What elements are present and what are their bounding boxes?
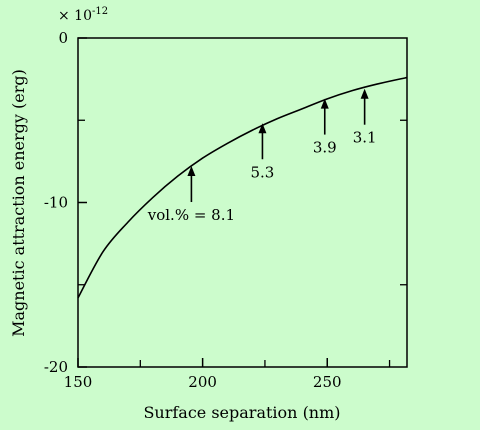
annotation-label: 3.9	[313, 139, 337, 157]
y-tick-label: -20	[44, 358, 68, 376]
y-axis-label: Magnetic attraction energy (erg)	[9, 69, 28, 337]
x-tick-label: 200	[188, 373, 217, 391]
y-axis-ticks: 0 -10 -20	[44, 29, 407, 376]
energy-curve	[77, 76, 408, 299]
annotation-arrow-head	[320, 98, 329, 109]
y-multiplier-base: × 10	[58, 8, 92, 24]
x-axis-label: Surface separation (nm)	[143, 403, 340, 422]
plot-frame	[77, 37, 408, 368]
y-tick-label: 0	[58, 29, 68, 47]
x-tick-label: 150	[64, 373, 93, 391]
annotation-label: 3.1	[353, 129, 377, 147]
x-tick-label: 250	[313, 373, 342, 391]
y-tick-label: -10	[44, 194, 68, 212]
annotation-label: vol.% = 8.1	[147, 206, 235, 224]
annotations: vol.% = 8.1 5.3 3.9 3.1	[147, 88, 377, 224]
y-multiplier: × 10-12	[58, 6, 108, 24]
annotation-arrow-head	[258, 123, 267, 134]
y-multiplier-exponent: -12	[92, 6, 108, 17]
x-axis-ticks: 150 200 250	[64, 358, 391, 391]
annotation-label: 5.3	[251, 163, 275, 181]
annotation-arrow-head	[187, 166, 196, 177]
annotation-arrow-head	[360, 88, 369, 99]
